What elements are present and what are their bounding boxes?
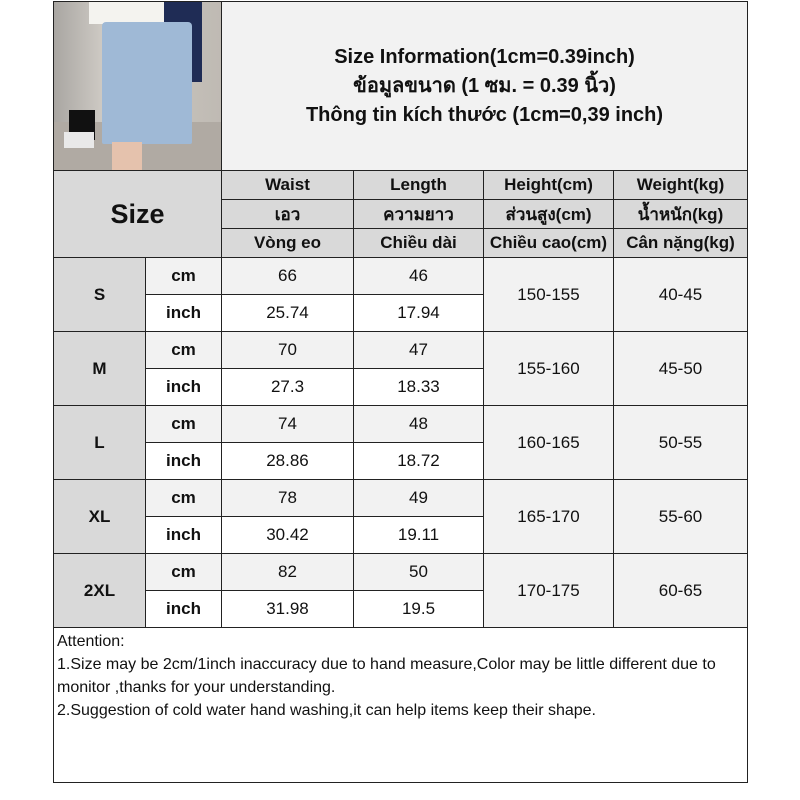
header-weight: Weight(kg) xyxy=(612,170,749,200)
table-row-inch: inch 31.98 19.5 xyxy=(54,590,748,628)
table-row-inch: inch 30.42 19.11 xyxy=(54,516,748,554)
waist-cm: 66 xyxy=(221,257,354,295)
waist-cm: 78 xyxy=(221,479,354,517)
height-range: 150-155 xyxy=(483,257,614,332)
waist-inch: 30.42 xyxy=(221,516,354,554)
attention-notes: Attention: 1.Size may be 2cm/1inch inaccu… xyxy=(52,627,749,783)
length-inch: 19.5 xyxy=(353,590,484,628)
waist-cm: 70 xyxy=(221,331,354,369)
note-line2: 2.Suggestion of cold water hand washing,… xyxy=(57,702,596,719)
size-label: S xyxy=(53,257,146,332)
size-chart-table: Size Information(1cm=0.39inch) ข้อมูลขนา… xyxy=(52,1,749,783)
length-inch: 18.72 xyxy=(353,442,484,480)
length-cm: 47 xyxy=(353,331,484,369)
header-length-thai: ความยาว xyxy=(353,199,484,229)
header-waist: Waist xyxy=(221,170,354,200)
size-label: L xyxy=(53,405,146,480)
unit-inch: inch xyxy=(145,516,222,554)
waist-inch: 27.3 xyxy=(221,368,354,406)
table-row-inch: inch 27.3 18.33 xyxy=(54,368,748,406)
note-line1: 1.Size may be 2cm/1inch inaccuracy due t… xyxy=(57,656,716,696)
header-height-thai: ส่วนสูง(cm) xyxy=(483,199,614,229)
header-length: Length xyxy=(353,170,484,200)
height-range: 155-160 xyxy=(483,331,614,406)
weight-range: 45-50 xyxy=(612,331,749,406)
header-weight-vietnamese: Cân nặng(kg) xyxy=(612,228,749,258)
header-waist-vietnamese: Vòng eo xyxy=(221,228,354,258)
height-range: 170-175 xyxy=(483,553,614,628)
length-cm: 48 xyxy=(353,405,484,443)
size-information-title: Size Information(1cm=0.39inch) ข้อมูลขนา… xyxy=(220,1,749,171)
header-weight-thai: น้ำหนัก(kg) xyxy=(612,199,749,229)
unit-cm: cm xyxy=(145,405,222,443)
table-row-inch: inch 28.86 18.72 xyxy=(54,442,748,480)
size-label: M xyxy=(53,331,146,406)
table-row-cm: 2XL cm 82 50 170-175 60-65 xyxy=(53,553,749,628)
header-height-vietnamese: Chiều cao(cm) xyxy=(483,228,614,258)
unit-inch: inch xyxy=(145,442,222,480)
note-heading: Attention: xyxy=(57,633,125,650)
waist-cm: 74 xyxy=(221,405,354,443)
length-cm: 49 xyxy=(353,479,484,517)
weight-range: 55-60 xyxy=(612,479,749,554)
waist-inch: 25.74 xyxy=(221,294,354,332)
length-inch: 19.11 xyxy=(353,516,484,554)
size-header: Size xyxy=(53,170,222,258)
product-photo xyxy=(53,1,222,171)
title-english: Size Information(1cm=0.39inch) xyxy=(334,45,635,68)
weight-range: 60-65 xyxy=(612,553,749,628)
unit-cm: cm xyxy=(145,331,222,369)
header-height: Height(cm) xyxy=(483,170,614,200)
length-inch: 17.94 xyxy=(353,294,484,332)
height-range: 160-165 xyxy=(483,405,614,480)
header-length-vietnamese: Chiều dài xyxy=(353,228,484,258)
title-vietnamese: Thông tin kích thước (1cm=0,39 inch) xyxy=(305,103,664,126)
unit-inch: inch xyxy=(145,368,222,406)
size-label: 2XL xyxy=(53,553,146,628)
waist-cm: 82 xyxy=(221,553,354,591)
weight-range: 50-55 xyxy=(612,405,749,480)
unit-cm: cm xyxy=(145,553,222,591)
title-thai: ข้อมูลขนาด (1 ซม. = 0.39 นิ้ว) xyxy=(353,74,616,97)
unit-inch: inch xyxy=(145,294,222,332)
waist-inch: 31.98 xyxy=(221,590,354,628)
unit-inch: inch xyxy=(145,590,222,628)
table-row-cm: XL cm 78 49 165-170 55-60 xyxy=(53,479,749,554)
size-label: XL xyxy=(53,479,146,554)
length-cm: 50 xyxy=(353,553,484,591)
header-waist-thai: เอว xyxy=(221,199,354,229)
unit-cm: cm xyxy=(145,257,222,295)
length-inch: 18.33 xyxy=(353,368,484,406)
waist-inch: 28.86 xyxy=(221,442,354,480)
unit-cm: cm xyxy=(145,479,222,517)
length-cm: 46 xyxy=(353,257,484,295)
table-row-inch: inch 25.74 17.94 xyxy=(54,294,748,332)
height-range: 165-170 xyxy=(483,479,614,554)
weight-range: 40-45 xyxy=(612,257,749,332)
